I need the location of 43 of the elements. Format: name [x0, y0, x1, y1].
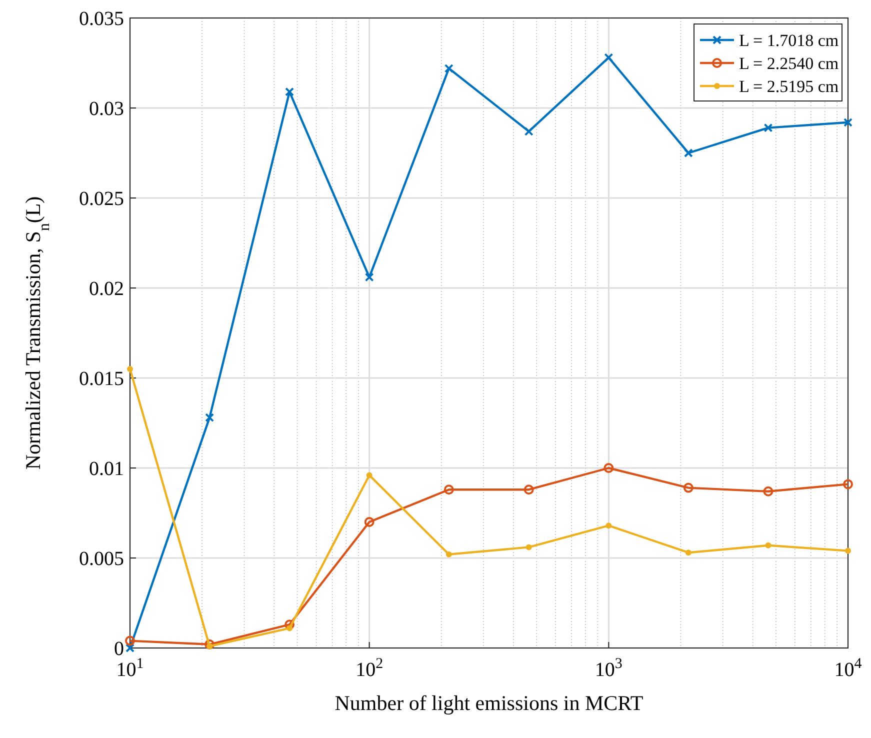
point [844, 118, 852, 127]
point [524, 484, 534, 495]
point [684, 148, 693, 158]
y-tick-label: 0.025 [79, 188, 124, 210]
point [683, 482, 694, 493]
y-tick-label: 0.015 [79, 368, 124, 390]
point [284, 620, 295, 630]
point [364, 272, 374, 282]
x-tick-label: 10$^{2}$ [356, 656, 384, 681]
point [366, 472, 372, 478]
point [286, 625, 293, 632]
point [127, 366, 133, 372]
point [446, 551, 452, 558]
legend-label: L = 2.2540 cm [739, 54, 839, 73]
point [606, 522, 612, 529]
point [604, 463, 614, 473]
y-tick-label: 0.03 [89, 98, 124, 120]
x-tick-label: 10$^{3}$ [594, 656, 622, 681]
x-axis-title: Number of light emissions in MCRT [334, 691, 644, 715]
point [526, 544, 532, 550]
point [524, 126, 534, 136]
y-tick-label: 0.01 [89, 458, 124, 480]
point [285, 87, 294, 96]
point [604, 53, 614, 62]
point [205, 413, 214, 422]
point [444, 64, 454, 73]
point [764, 123, 773, 132]
y-tick-label: 0.02 [89, 278, 124, 300]
point [126, 644, 134, 652]
point [125, 636, 135, 646]
point [843, 479, 853, 490]
point [845, 548, 851, 554]
x-tick-label: 10$^{4}$ [834, 656, 862, 681]
point [685, 550, 692, 556]
legend-label: L = 2.5195 cm [739, 77, 839, 96]
point [364, 517, 374, 527]
y-tick-label: 0.035 [79, 8, 124, 30]
point [763, 486, 774, 496]
y-tick-label: 0.005 [79, 548, 124, 570]
point [444, 484, 454, 495]
legend-label: L = 1.7018 cm [739, 31, 839, 50]
point [204, 639, 215, 650]
point [765, 542, 772, 548]
